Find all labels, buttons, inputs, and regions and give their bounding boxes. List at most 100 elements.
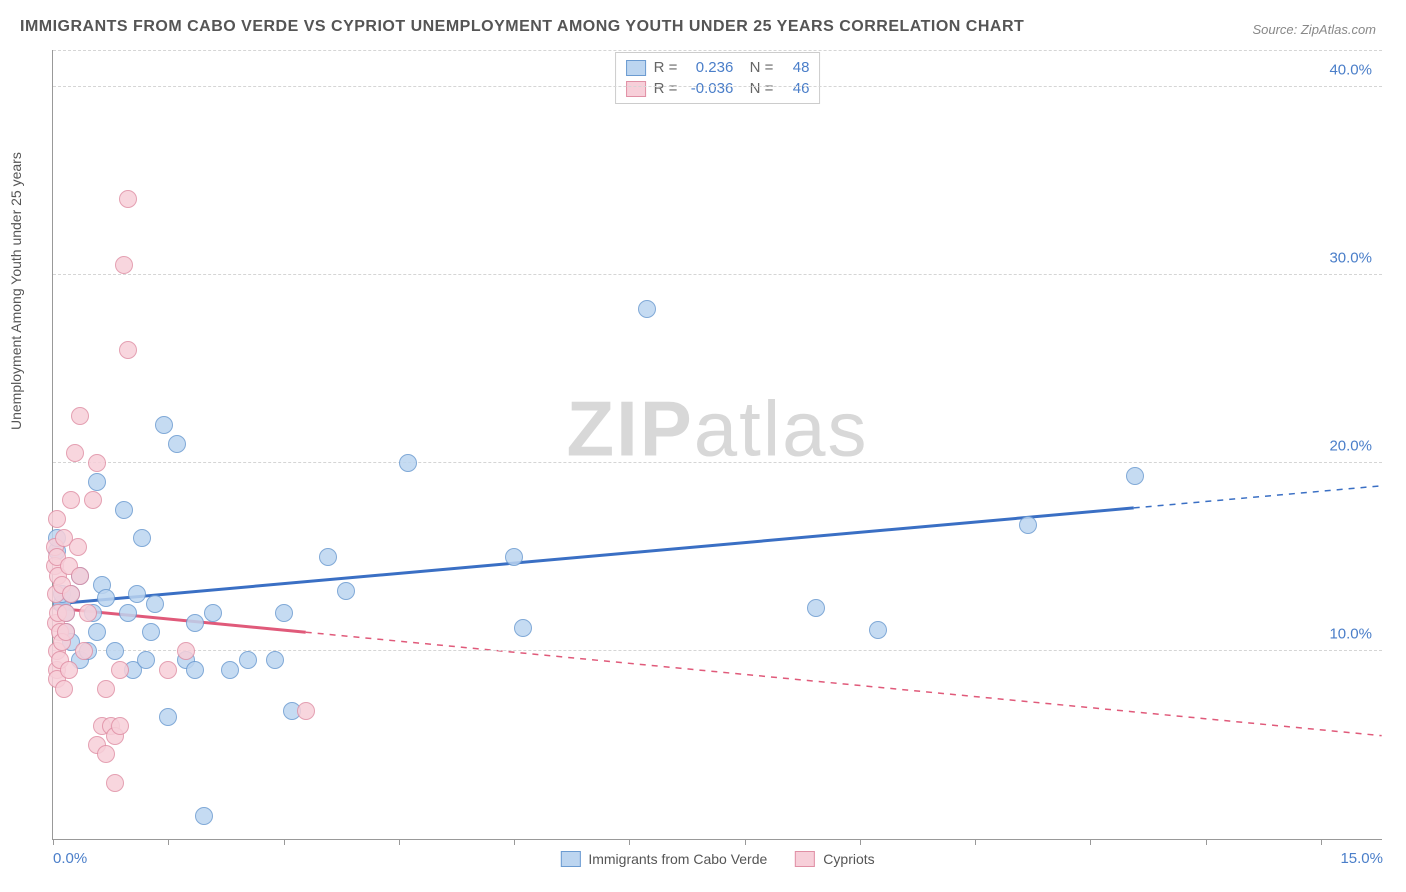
x-tick	[860, 839, 861, 845]
data-point	[168, 435, 186, 453]
data-point	[128, 585, 146, 603]
data-point	[71, 407, 89, 425]
stat-r-label: R =	[654, 59, 678, 76]
data-point	[66, 444, 84, 462]
data-point	[195, 807, 213, 825]
data-point	[62, 491, 80, 509]
data-point	[204, 604, 222, 622]
trendlines-svg	[53, 50, 1382, 839]
trendline-solid	[53, 508, 1133, 604]
data-point	[55, 680, 73, 698]
data-point	[266, 651, 284, 669]
stat-n-label: N =	[741, 80, 773, 97]
data-point	[106, 642, 124, 660]
data-point	[62, 585, 80, 603]
data-point	[115, 256, 133, 274]
data-point	[807, 599, 825, 617]
stats-legend: R =0.236 N =48R =-0.036 N =46	[615, 52, 821, 104]
data-point	[1019, 516, 1037, 534]
data-point	[111, 661, 129, 679]
data-point	[297, 702, 315, 720]
data-point	[57, 604, 75, 622]
gridline	[53, 86, 1382, 87]
data-point	[146, 595, 164, 613]
data-point	[48, 510, 66, 528]
y-tick-label: 40.0%	[1329, 61, 1372, 78]
stat-n-value: 46	[781, 80, 809, 97]
gridline	[53, 650, 1382, 651]
y-tick-label: 30.0%	[1329, 249, 1372, 266]
data-point	[57, 623, 75, 641]
data-point	[119, 604, 137, 622]
legend-swatch	[560, 851, 580, 867]
gridline	[53, 50, 1382, 51]
y-tick-label: 20.0%	[1329, 437, 1372, 454]
data-point	[88, 473, 106, 491]
data-point	[75, 642, 93, 660]
x-tick	[514, 839, 515, 845]
stat-r-label: R =	[654, 80, 678, 97]
data-point	[97, 680, 115, 698]
data-point	[106, 774, 124, 792]
data-point	[97, 589, 115, 607]
gridline	[53, 274, 1382, 275]
data-point	[133, 529, 151, 547]
watermark-bold: ZIP	[566, 384, 693, 472]
legend-label: Cypriots	[823, 851, 874, 867]
gridline	[53, 462, 1382, 463]
data-point	[111, 717, 129, 735]
x-tick-label: 0.0%	[53, 850, 87, 867]
legend-item: Cypriots	[795, 851, 874, 867]
data-point	[177, 642, 195, 660]
data-point	[638, 300, 656, 318]
data-point	[84, 491, 102, 509]
stats-row: R =0.236 N =48	[626, 57, 810, 78]
watermark-light: atlas	[694, 384, 869, 472]
x-tick	[399, 839, 400, 845]
x-tick	[1090, 839, 1091, 845]
plot-area: ZIPatlas R =0.236 N =48R =-0.036 N =46 I…	[52, 50, 1382, 840]
data-point	[159, 661, 177, 679]
y-axis-label: Unemployment Among Youth under 25 years	[8, 152, 24, 430]
data-point	[119, 341, 137, 359]
source-attribution: Source: ZipAtlas.com	[1252, 22, 1376, 37]
stat-n-value: 48	[781, 59, 809, 76]
data-point	[319, 548, 337, 566]
legend-swatch	[626, 60, 646, 76]
x-tick-label: 15.0%	[1340, 850, 1383, 867]
stat-r-value: -0.036	[685, 80, 733, 97]
data-point	[186, 661, 204, 679]
legend-label: Immigrants from Cabo Verde	[588, 851, 767, 867]
bottom-legend: Immigrants from Cabo Verde Cypriots	[560, 851, 874, 867]
data-point	[88, 454, 106, 472]
y-tick-label: 10.0%	[1329, 625, 1372, 642]
data-point	[69, 538, 87, 556]
data-point	[60, 661, 78, 679]
data-point	[97, 745, 115, 763]
data-point	[337, 582, 355, 600]
stats-row: R = -0.036 N = 46	[626, 78, 810, 99]
data-point	[221, 661, 239, 679]
x-tick	[1321, 839, 1322, 845]
data-point	[505, 548, 523, 566]
data-point	[514, 619, 532, 637]
data-point	[239, 651, 257, 669]
x-tick	[629, 839, 630, 845]
x-tick	[168, 839, 169, 845]
data-point	[142, 623, 160, 641]
data-point	[399, 454, 417, 472]
data-point	[186, 614, 204, 632]
data-point	[869, 621, 887, 639]
trendline-dashed	[1134, 486, 1382, 508]
x-tick	[284, 839, 285, 845]
x-tick	[53, 839, 54, 845]
data-point	[115, 501, 133, 519]
x-tick	[975, 839, 976, 845]
data-point	[159, 708, 177, 726]
watermark: ZIPatlas	[566, 383, 868, 474]
data-point	[79, 604, 97, 622]
trendline-dashed	[306, 632, 1382, 735]
data-point	[137, 651, 155, 669]
legend-item: Immigrants from Cabo Verde	[560, 851, 767, 867]
data-point	[88, 623, 106, 641]
